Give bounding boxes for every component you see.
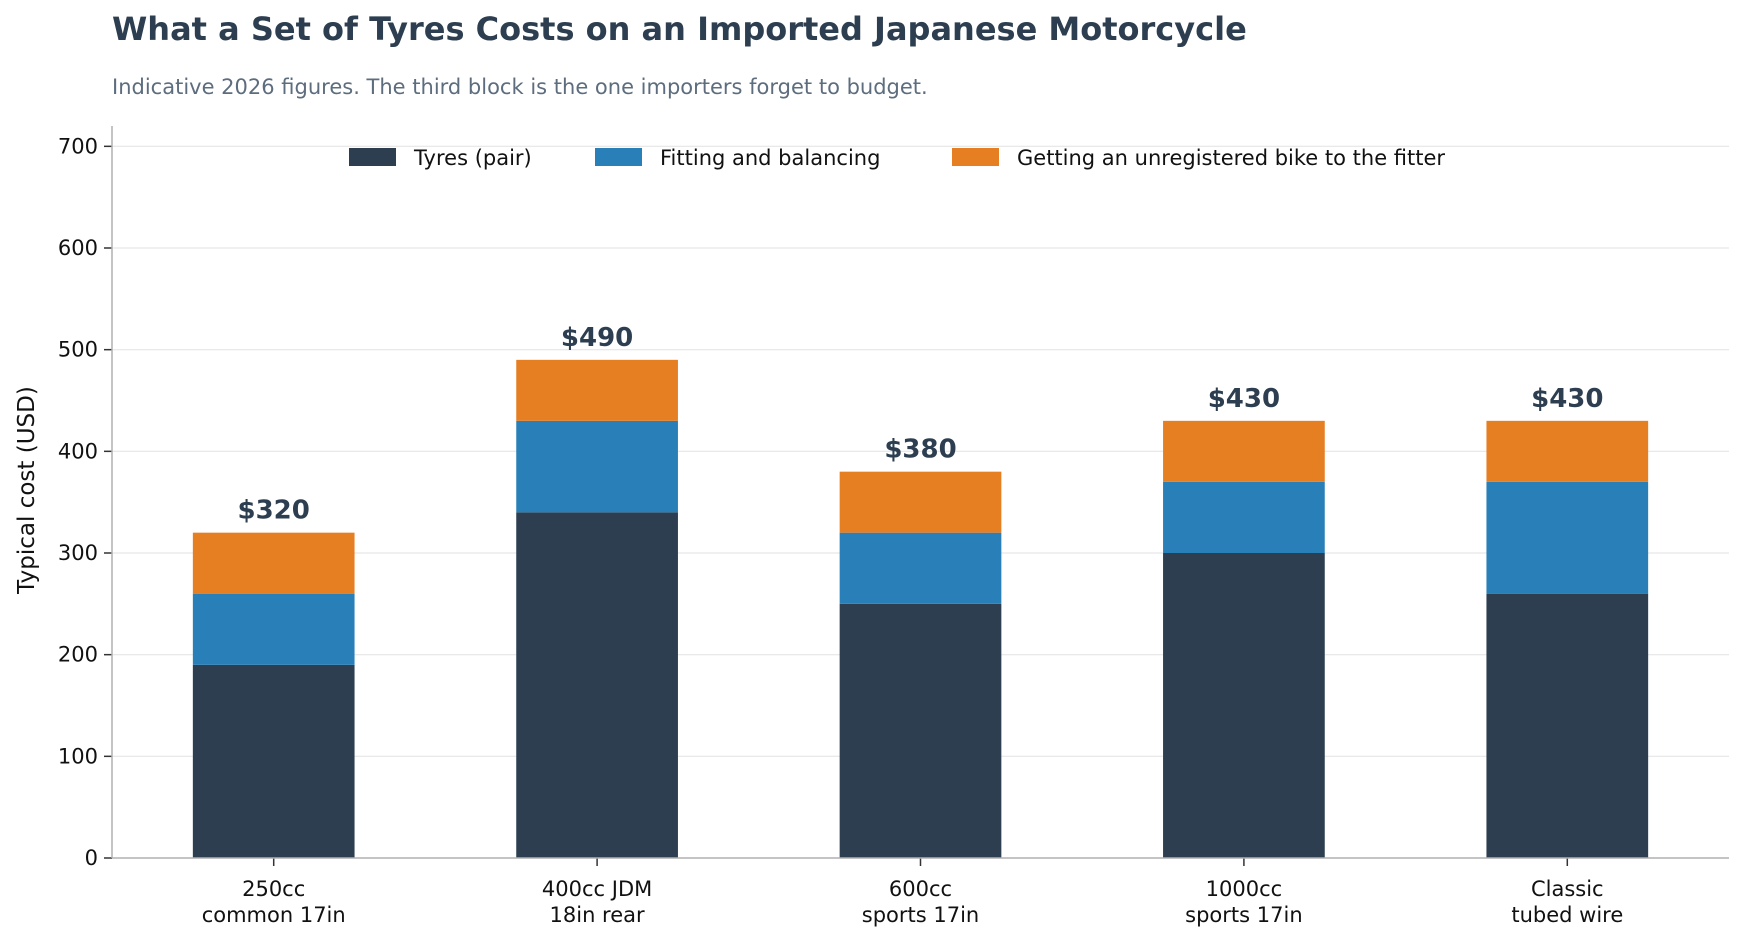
legend-swatch-2 — [952, 148, 999, 166]
bar-2-series-0 — [839, 603, 1002, 858]
total-labels: $320 $490 $380 $430 $430 — [238, 323, 1604, 526]
axes — [104, 126, 1729, 866]
total-label-4: $430 — [1531, 384, 1603, 414]
x-tick-label-4-line-0: Classic — [1531, 877, 1604, 901]
x-tick-label-3-line-1: sports 17in — [1185, 903, 1302, 927]
bar-2-series-2 — [839, 471, 1002, 533]
bar-4-series-0 — [1486, 593, 1649, 858]
x-tick-label-1-line-0: 400cc JDM — [542, 877, 652, 901]
bar-3-series-1 — [1163, 481, 1325, 553]
y-tick-label-3: 300 — [58, 541, 98, 565]
x-tick-label-0-line-1: common 17in — [202, 903, 346, 927]
x-tick-label-3-line-0: 1000cc — [1206, 877, 1283, 901]
bar-4-series-1 — [1486, 481, 1649, 594]
legend-label-1: Fitting and balancing — [660, 146, 880, 170]
total-label-1: $490 — [561, 323, 633, 353]
chart-title: What a Set of Tyres Costs on an Imported… — [112, 10, 1247, 48]
bar-3-series-2 — [1163, 420, 1325, 482]
legend-swatch-0 — [349, 148, 396, 166]
x-tick-label-0-line-0: 250cc — [242, 877, 305, 901]
bars — [192, 359, 1649, 858]
bar-0-series-0 — [192, 664, 355, 858]
total-label-0: $320 — [238, 496, 310, 526]
total-label-2: $380 — [884, 435, 956, 465]
y-tick-label-1: 100 — [58, 744, 98, 768]
y-tick-label-4: 400 — [58, 439, 98, 463]
bar-1-series-1 — [516, 420, 678, 513]
y-tick-label-6: 600 — [58, 236, 98, 260]
x-tick-label-1-line-1: 18in rear — [550, 903, 646, 927]
chart-subtitle: Indicative 2026 figures. The third block… — [112, 75, 928, 99]
bar-4-series-2 — [1486, 420, 1649, 482]
y-tick-label-0: 0 — [85, 846, 98, 870]
legend-label-0: Tyres (pair) — [413, 146, 532, 170]
x-tick-label-4-line-1: tubed wire — [1511, 903, 1623, 927]
y-tick-label-5: 500 — [58, 338, 98, 362]
total-label-3: $430 — [1208, 384, 1280, 414]
y-tick-label-7: 700 — [58, 134, 98, 158]
bar-0-series-2 — [192, 532, 355, 594]
bar-2-series-1 — [839, 532, 1002, 604]
x-tick-label-2-line-0: 600cc — [889, 877, 952, 901]
bar-1-series-2 — [516, 359, 678, 421]
legend: Tyres (pair) Fitting and balancing Getting… — [349, 146, 1445, 170]
legend-swatch-1 — [595, 148, 642, 166]
bar-0-series-1 — [192, 593, 355, 665]
bar-1-series-0 — [516, 512, 678, 858]
y-axis-title: Typical cost (USD) — [14, 386, 40, 595]
bar-3-series-0 — [1163, 553, 1325, 858]
x-tick-label-2-line-1: sports 17in — [862, 903, 979, 927]
y-tick-label-2: 200 — [58, 643, 98, 667]
legend-label-2: Getting an unregistered bike to the fitt… — [1017, 146, 1445, 170]
